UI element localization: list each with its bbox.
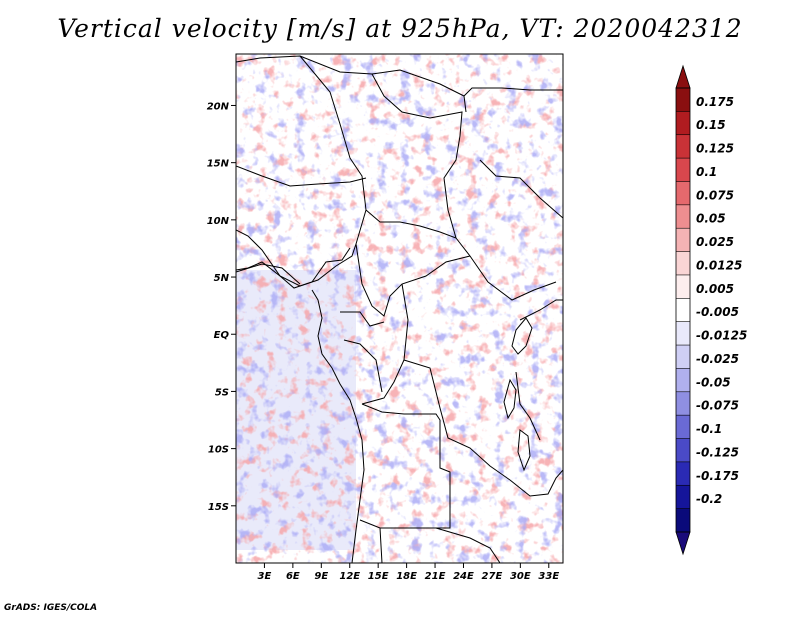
lon-tick-label: 27E [482,571,503,582]
lon-tick-label: 33E [538,571,559,582]
lat-tick-label: 10N [207,216,230,227]
colorbar-segment [676,88,690,112]
lon-tick-label: 6E [286,571,300,582]
colorbar-segment [676,298,690,322]
colorbar-segment [676,391,690,416]
colorbar-label: -0.2 [696,492,722,506]
colorbar-segment [676,485,690,509]
border-line [236,55,563,563]
colorbar-segment [676,111,690,136]
credit-label: GrADS: IGES/COLA [4,603,98,613]
lon-tick-label: 3E [258,571,272,582]
longitude-axis: 3E 6E 9E 12E 15E 18E 21E 24E 27E 30E 33E [258,563,559,582]
colorbar-label: 0.005 [696,282,734,296]
lat-tick-label: 5S [215,387,229,398]
colorbar-label: 0.175 [696,95,734,109]
lon-tick-label: 18E [396,571,417,582]
colorbar-segment [676,158,690,182]
colorbar-segment [676,134,690,159]
colorbar-label: -0.075 [696,399,739,413]
coastline [236,247,365,563]
map-frame [235,53,564,564]
lon-tick-label: 24E [453,571,474,582]
colorbar-segment [676,181,690,206]
colorbar-segment [676,461,690,486]
colorbar-segment [676,228,690,252]
colorbar-label: 0.075 [696,188,734,202]
colorbar-label: 0.05 [696,212,726,226]
colorbar-segment [676,274,690,299]
lat-tick-label: 5N [214,273,230,284]
colorbar-frame [675,87,691,533]
colorbar-label: -0.05 [696,375,731,389]
colorbar-segment [676,251,690,276]
colorbar-label: -0.125 [696,445,739,459]
latitude-axis: 20N 15N 10N 5N EQ 5S 10S 15S [207,101,236,513]
map-panel: 20N 15N 10N 5N EQ 5S 10S 15S 3E 6E 9E 12E 15E 18E 21E… [207,53,564,582]
country-borders [236,55,563,563]
colorbar-segment [676,415,690,439]
colorbar-label: -0.175 [696,469,739,483]
lake-outline [503,317,533,472]
lon-tick-label: 15E [368,571,389,582]
colorbar: 0.175 0.15 0.125 0.1 0.075 0.05 0.025 0.0125 0.0… [675,64,747,556]
colorbar-segment [676,204,690,229]
lon-tick-label: 30E [510,571,531,582]
colorbar-label: 0.0125 [696,258,742,272]
lon-tick-label: 9E [314,571,328,582]
colorbar-segment [676,368,690,393]
map-title: Vertical velocity [m/s] at 925hPa, VT: 2… [57,14,743,43]
colorbar-top-arrow [675,64,691,89]
lat-tick-label: 20N [207,101,230,112]
colorbar-label: -0.005 [696,305,739,319]
colorbar-label: -0.1 [696,422,722,436]
colorbar-segment [676,438,690,463]
colorbar-label: 0.125 [696,142,734,156]
colorbar-bottom-arrow [675,531,691,556]
lat-tick-label: 15S [208,502,229,513]
colorbar-label: -0.025 [696,352,739,366]
colorbar-label: -0.0125 [696,329,747,343]
colorbar-segment [676,508,690,533]
colorbar-label: 0.15 [696,118,726,132]
lat-tick-label: EQ [214,330,230,341]
vertical-velocity-field [236,54,563,563]
colorbar-segment [676,345,690,369]
shaded-descent-noise [236,54,563,563]
lat-tick-label: 10S [208,445,229,456]
lat-tick-label: 15N [207,159,230,170]
colorbar-segment [676,321,690,346]
lon-tick-label: 12E [339,571,360,582]
lon-tick-label: 21E [425,571,446,582]
colorbar-label: 0.025 [696,235,734,249]
colorbar-label: 0.1 [696,165,717,179]
